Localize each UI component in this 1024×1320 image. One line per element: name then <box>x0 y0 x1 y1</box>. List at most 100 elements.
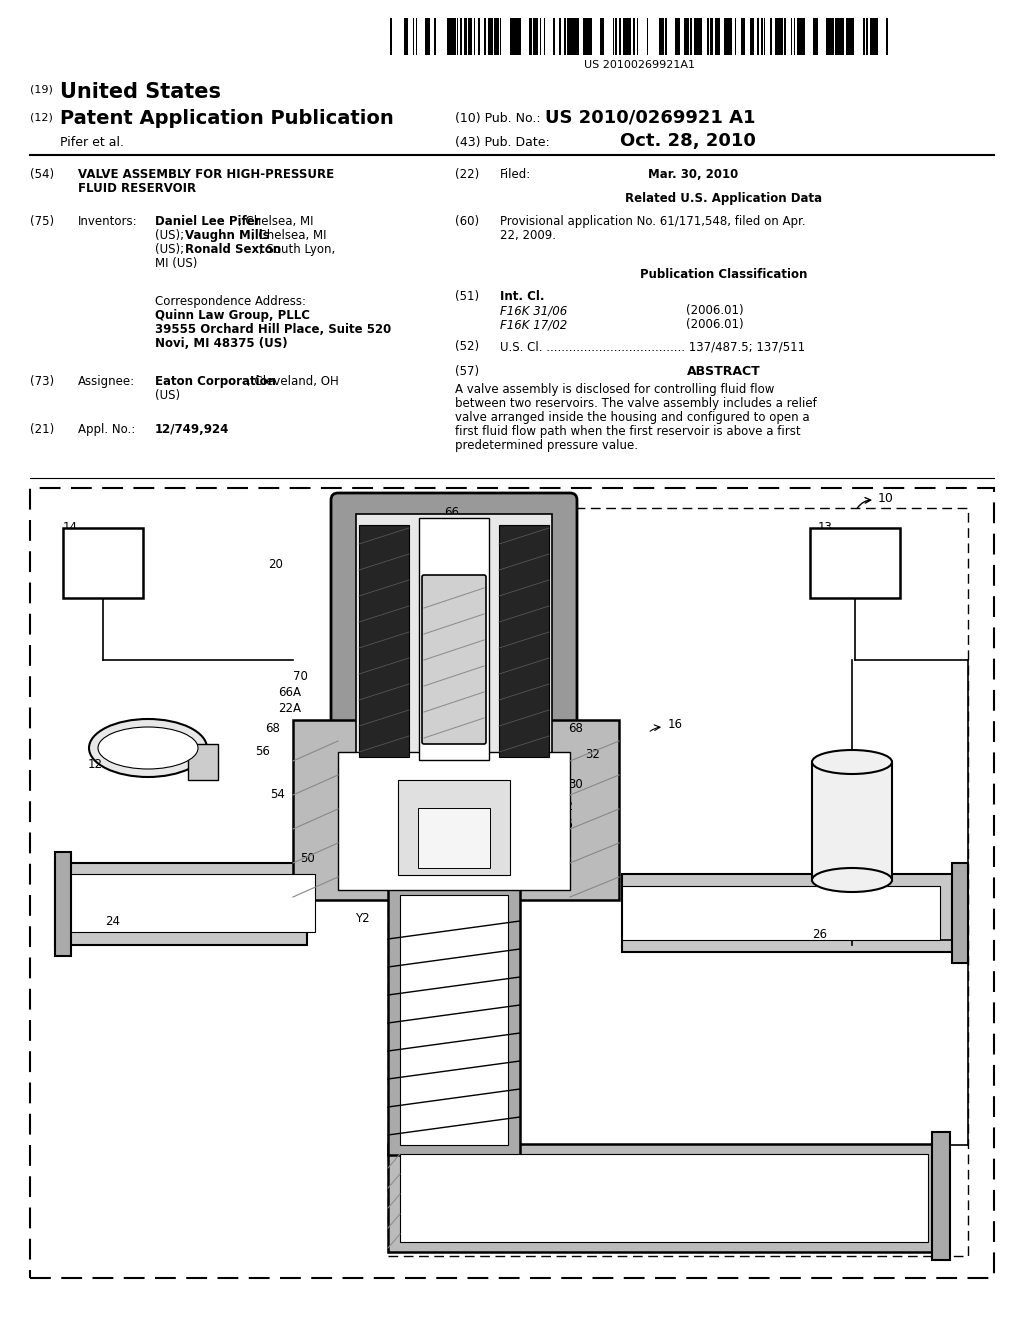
Text: 70: 70 <box>293 671 308 682</box>
Bar <box>694 18 702 55</box>
Bar <box>388 887 520 1155</box>
Text: Assignee:: Assignee: <box>78 375 135 388</box>
Text: (57): (57) <box>455 366 479 378</box>
Bar <box>484 18 485 55</box>
Bar <box>620 18 622 55</box>
Bar <box>400 1154 928 1242</box>
Bar <box>544 18 545 55</box>
Bar <box>740 18 745 55</box>
Bar <box>791 18 793 55</box>
Bar <box>750 18 755 55</box>
Bar <box>63 528 143 598</box>
Text: (US);: (US); <box>155 243 187 256</box>
Text: 58: 58 <box>348 878 362 891</box>
Bar <box>468 18 472 55</box>
Bar <box>797 18 805 55</box>
Text: 30: 30 <box>568 777 583 791</box>
Text: A valve assembly is disclosed for controlling fluid flow: A valve assembly is disclosed for contro… <box>455 383 774 396</box>
Text: (60): (60) <box>455 215 479 228</box>
Bar <box>836 18 844 55</box>
Text: Pifer et al.: Pifer et al. <box>60 136 124 149</box>
Bar <box>637 18 638 55</box>
Bar <box>707 18 709 55</box>
Bar <box>416 18 417 55</box>
Text: Vaughn Mills: Vaughn Mills <box>185 228 269 242</box>
Bar <box>764 18 765 55</box>
Bar <box>612 18 614 55</box>
Text: Provisional application No. 61/171,548, filed on Apr.: Provisional application No. 61/171,548, … <box>500 215 806 228</box>
Bar <box>338 752 570 890</box>
Text: 12: 12 <box>88 758 103 771</box>
Text: US 2010/0269921 A1: US 2010/0269921 A1 <box>545 110 756 127</box>
Text: Mar. 30, 2010: Mar. 30, 2010 <box>648 168 738 181</box>
Text: 26: 26 <box>812 928 827 941</box>
Text: MI (US): MI (US) <box>155 257 198 271</box>
Text: 68: 68 <box>265 722 280 735</box>
Bar <box>403 18 409 55</box>
Bar <box>784 18 786 55</box>
Bar <box>684 18 689 55</box>
Bar <box>55 863 307 945</box>
Text: 16: 16 <box>668 718 683 731</box>
Text: 68: 68 <box>568 722 583 735</box>
Bar <box>615 18 616 55</box>
Bar <box>474 18 475 55</box>
Text: 40: 40 <box>500 531 515 543</box>
Bar <box>887 18 888 55</box>
Bar <box>623 18 631 55</box>
Bar <box>812 762 892 880</box>
Text: 32: 32 <box>585 748 600 762</box>
Text: 70: 70 <box>520 671 535 682</box>
Text: 36: 36 <box>558 818 572 832</box>
Bar <box>734 18 736 55</box>
Text: Correspondence Address:: Correspondence Address: <box>155 294 306 308</box>
Text: 22A: 22A <box>278 702 301 715</box>
Text: (54): (54) <box>30 168 54 181</box>
Bar <box>464 18 467 55</box>
Text: (2006.01): (2006.01) <box>686 304 743 317</box>
Bar <box>810 528 900 598</box>
Bar <box>477 18 480 55</box>
Text: 18: 18 <box>820 758 835 771</box>
Bar <box>774 18 782 55</box>
Bar <box>388 508 968 1257</box>
Bar <box>757 18 759 55</box>
Text: 66A: 66A <box>497 686 520 700</box>
Text: (43) Pub. Date:: (43) Pub. Date: <box>455 136 550 149</box>
Text: predetermined pressure value.: predetermined pressure value. <box>455 440 638 451</box>
Ellipse shape <box>89 719 207 777</box>
Bar <box>500 18 502 55</box>
Text: 22, 2009.: 22, 2009. <box>500 228 556 242</box>
Bar <box>711 18 713 55</box>
Bar <box>418 808 490 869</box>
Bar <box>356 513 552 762</box>
Bar <box>359 525 409 756</box>
Text: 46: 46 <box>500 558 515 572</box>
Text: 39555 Orchard Hill Place, Suite 520: 39555 Orchard Hill Place, Suite 520 <box>155 323 391 337</box>
Text: Novi, MI 48375 (US): Novi, MI 48375 (US) <box>155 337 288 350</box>
Bar <box>724 18 732 55</box>
Text: 66: 66 <box>444 506 459 519</box>
Text: 13: 13 <box>818 521 833 535</box>
Bar <box>460 18 462 55</box>
Bar <box>494 18 499 55</box>
FancyBboxPatch shape <box>331 492 577 779</box>
Text: Publication Classification: Publication Classification <box>640 268 808 281</box>
Text: Oct. 28, 2010: Oct. 28, 2010 <box>620 132 756 150</box>
Text: F16K 31/06: F16K 31/06 <box>500 304 567 317</box>
Bar <box>529 18 531 55</box>
Text: (2006.01): (2006.01) <box>686 318 743 331</box>
Text: 52: 52 <box>338 762 353 775</box>
Bar <box>567 18 579 55</box>
Text: U.S. Cl. ..................................... 137/487.5; 137/511: U.S. Cl. ...............................… <box>500 341 805 352</box>
Bar <box>55 851 71 956</box>
Text: 28: 28 <box>453 636 468 649</box>
Bar <box>659 18 664 55</box>
Text: Patent Application Publication: Patent Application Publication <box>60 110 394 128</box>
Text: between two reservoirs. The valve assembly includes a relief: between two reservoirs. The valve assemb… <box>455 397 817 411</box>
Text: ABSTRACT: ABSTRACT <box>687 366 761 378</box>
Text: (52): (52) <box>455 341 479 352</box>
Text: 22A: 22A <box>520 702 543 715</box>
Text: , Cleveland, OH: , Cleveland, OH <box>247 375 339 388</box>
Text: first fluid flow path when the first reservoir is above a first: first fluid flow path when the first res… <box>455 425 801 438</box>
